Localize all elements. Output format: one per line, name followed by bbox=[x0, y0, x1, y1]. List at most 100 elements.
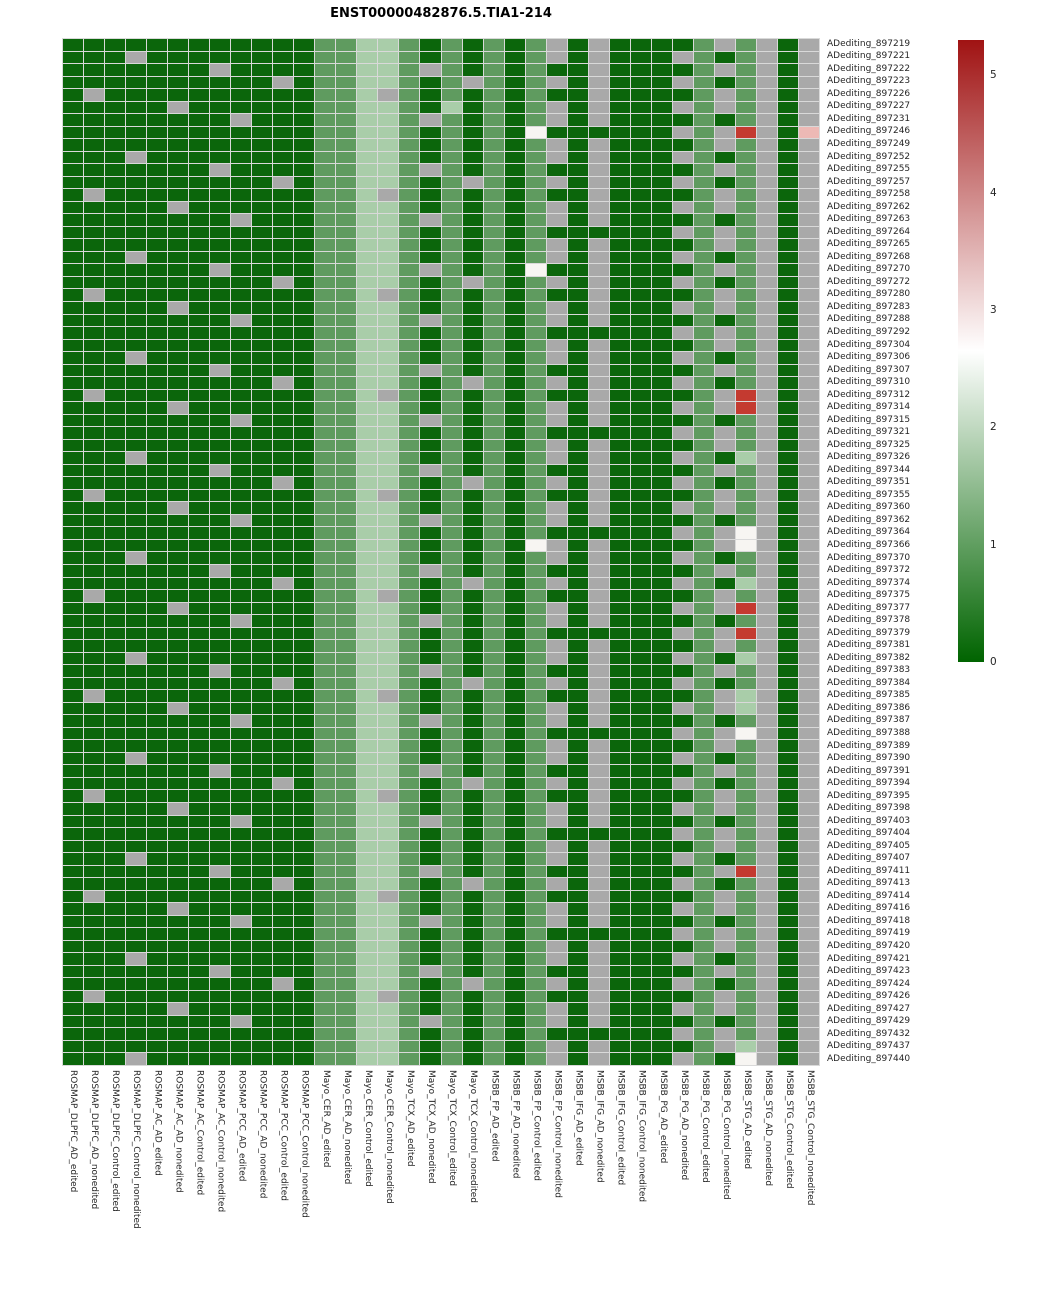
heatmap-cell bbox=[483, 1003, 504, 1015]
heatmap-cell bbox=[105, 201, 126, 214]
heatmap-cell bbox=[105, 402, 126, 414]
row-label: ADediting_897258 bbox=[827, 189, 911, 200]
heatmap-cell bbox=[399, 565, 420, 577]
heatmap-cell bbox=[483, 289, 504, 301]
column-label: MSBB_STG_Control_edited bbox=[784, 1070, 795, 1189]
heatmap-cell bbox=[315, 890, 336, 903]
heatmap-cell bbox=[147, 928, 168, 940]
heatmap-cell bbox=[462, 853, 483, 865]
heatmap-cell bbox=[105, 865, 126, 878]
heatmap-cell bbox=[357, 289, 378, 301]
heatmap-cell bbox=[693, 89, 714, 101]
heatmap-cell bbox=[714, 452, 735, 464]
column-label-slot: Mayo_CER_Control_nonedited bbox=[378, 1070, 399, 1312]
heatmap-cell bbox=[462, 665, 483, 677]
heatmap-cell bbox=[84, 527, 105, 539]
heatmap-cell bbox=[231, 477, 252, 489]
heatmap-cell bbox=[378, 352, 399, 364]
heatmap-cell bbox=[399, 139, 420, 151]
heatmap-cell bbox=[315, 990, 336, 1003]
heatmap-cell bbox=[336, 389, 357, 402]
heatmap-cell bbox=[441, 665, 462, 677]
heatmap-cell bbox=[504, 89, 525, 101]
heatmap-cell bbox=[294, 439, 315, 452]
legend-gradient-bar bbox=[958, 40, 984, 662]
heatmap-cell bbox=[504, 352, 525, 364]
heatmap-cell bbox=[168, 176, 189, 189]
heatmap-cell bbox=[693, 427, 714, 439]
heatmap-cell bbox=[168, 740, 189, 752]
heatmap-cell bbox=[651, 1053, 672, 1065]
heatmap-cell bbox=[399, 414, 420, 427]
heatmap-cell bbox=[525, 577, 546, 590]
heatmap-cell bbox=[252, 865, 273, 878]
heatmap-cell bbox=[273, 715, 294, 727]
heatmap-cell bbox=[609, 940, 630, 953]
heatmap-cell bbox=[588, 602, 609, 615]
heatmap-cell bbox=[294, 865, 315, 878]
heatmap-cell bbox=[777, 364, 798, 377]
heatmap-cell bbox=[462, 590, 483, 602]
heatmap-cell bbox=[756, 201, 777, 214]
heatmap-cell bbox=[504, 139, 525, 151]
heatmap-cell bbox=[315, 677, 336, 690]
heatmap-cell bbox=[630, 690, 651, 702]
heatmap-cell bbox=[777, 514, 798, 527]
heatmap-cell bbox=[777, 590, 798, 602]
heatmap-cell bbox=[651, 364, 672, 377]
column-label-slot: MSBB_IFG_Control_edited bbox=[610, 1070, 631, 1312]
heatmap-cell bbox=[168, 1003, 189, 1015]
heatmap-cell bbox=[357, 677, 378, 690]
heatmap-cell bbox=[189, 226, 210, 239]
heatmap-cell bbox=[399, 402, 420, 414]
heatmap-cell bbox=[651, 76, 672, 89]
heatmap-cell bbox=[693, 640, 714, 652]
heatmap-cell bbox=[714, 990, 735, 1003]
heatmap-cell bbox=[798, 51, 819, 64]
heatmap-cell bbox=[756, 690, 777, 702]
heatmap-cell bbox=[84, 377, 105, 389]
heatmap-cell bbox=[714, 539, 735, 552]
heatmap-cell bbox=[210, 765, 231, 777]
heatmap-cell bbox=[672, 765, 693, 777]
heatmap-cell bbox=[609, 1003, 630, 1015]
heatmap-cell bbox=[693, 965, 714, 978]
heatmap-cell bbox=[399, 740, 420, 752]
heatmap-cell bbox=[105, 840, 126, 853]
heatmap-cell bbox=[651, 176, 672, 189]
heatmap-cell bbox=[525, 314, 546, 327]
heatmap-cell bbox=[252, 903, 273, 915]
heatmap-cell bbox=[357, 552, 378, 565]
heatmap-cell bbox=[210, 452, 231, 464]
heatmap-cell bbox=[147, 126, 168, 139]
heatmap-cell bbox=[777, 978, 798, 990]
heatmap-cell bbox=[483, 201, 504, 214]
heatmap-cell bbox=[483, 64, 504, 76]
heatmap-cell bbox=[714, 915, 735, 928]
heatmap-cell bbox=[693, 690, 714, 702]
heatmap-cell bbox=[567, 1053, 588, 1065]
heatmap-cell bbox=[525, 226, 546, 239]
heatmap-cell bbox=[336, 527, 357, 539]
heatmap-cell bbox=[126, 890, 147, 903]
heatmap-cell bbox=[378, 389, 399, 402]
heatmap-cell bbox=[588, 953, 609, 965]
heatmap-cell bbox=[357, 114, 378, 126]
heatmap-cell bbox=[525, 815, 546, 828]
heatmap-cell bbox=[609, 915, 630, 928]
row-label: ADediting_897387 bbox=[827, 715, 911, 726]
heatmap-cell bbox=[63, 640, 84, 652]
heatmap-cell bbox=[168, 615, 189, 627]
heatmap-cell bbox=[756, 539, 777, 552]
heatmap-cell bbox=[462, 777, 483, 790]
heatmap-cell bbox=[483, 51, 504, 64]
column-label: ROSMAP_DLPFC_AD_edited bbox=[68, 1070, 79, 1193]
heatmap-cell bbox=[651, 965, 672, 978]
heatmap-cell bbox=[147, 201, 168, 214]
heatmap-cell bbox=[84, 1015, 105, 1028]
heatmap-cell bbox=[525, 777, 546, 790]
heatmap-cell bbox=[357, 1028, 378, 1040]
heatmap-cell bbox=[315, 690, 336, 702]
heatmap-cell bbox=[462, 527, 483, 539]
heatmap-cell bbox=[462, 176, 483, 189]
